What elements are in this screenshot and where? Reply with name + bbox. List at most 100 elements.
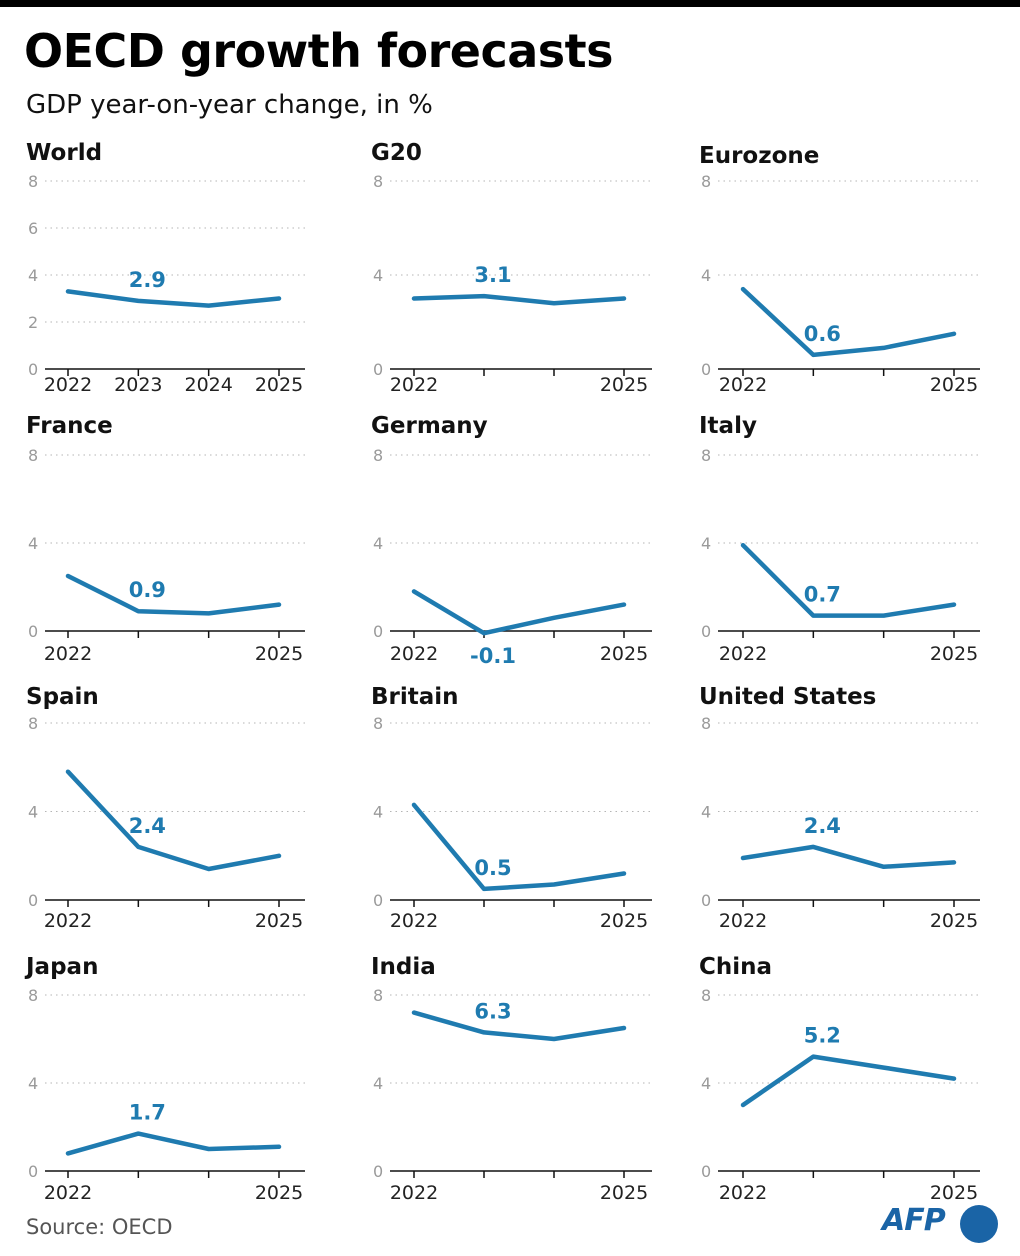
series-line [65,1131,282,1156]
panel-title: Japan [24,954,98,980]
y-tick-label: 0 [373,360,383,379]
x-tick-label: 2022 [719,374,767,396]
panel-title: Italy [699,413,757,439]
x-tick-label: 2025 [255,1182,303,1204]
x-tick-label: 2025 [930,374,978,396]
y-tick-label: 4 [701,534,711,553]
x-tick-label: 2022 [44,1182,92,1204]
x-tick-label: 2025 [930,910,978,932]
x-tick-label: 2022 [719,910,767,932]
y-tick-label: 0 [701,1162,711,1181]
y-tick-label: 4 [701,266,711,285]
y-tick-label: 4 [373,1074,383,1093]
y-tick-label: 0 [28,1162,38,1181]
x-tick-label: 2025 [930,1182,978,1204]
x-tick-label: 2024 [184,374,232,396]
series-line [65,289,282,308]
afp-logo-circle-icon [960,1205,998,1243]
afp-logo: AFP [880,1203,1000,1247]
y-tick-label: 2 [28,313,38,332]
x-tick-label: 2025 [930,643,978,665]
y-tick-label: 4 [373,266,383,285]
afp-logo-text: AFP [882,1203,946,1238]
page-subtitle: GDP year-on-year change, in % [26,90,433,120]
y-tick-label: 0 [373,622,383,641]
source-note: Source: OECD [26,1215,173,1239]
panel-title: United States [699,684,876,710]
x-tick-label: 2025 [255,643,303,665]
data-label: 0.9 [129,578,166,602]
x-tick-label: 2025 [255,910,303,932]
y-tick-label: 4 [28,1074,38,1093]
panel-title: France [26,413,113,439]
y-tick-label: 4 [28,534,38,553]
series-line [411,293,627,306]
y-tick-label: 8 [28,986,38,1005]
y-tick-label: 8 [373,986,383,1005]
series-line [411,589,627,636]
x-tick-label: 2025 [600,643,648,665]
y-tick-label: 0 [28,622,38,641]
series-line [411,1010,627,1042]
data-label: 5.2 [804,1024,841,1048]
page-title: OECD growth forecasts [24,24,614,78]
x-tick-label: 2022 [390,1182,438,1204]
series-line [740,844,957,870]
x-tick-label: 2025 [255,374,303,396]
y-tick-label: 8 [28,172,38,191]
top-rule [0,0,1020,7]
data-label: 0.6 [804,322,841,346]
y-tick-label: 6 [28,219,38,238]
panel-title: China [699,954,772,980]
x-tick-label: 2022 [719,643,767,665]
x-tick-label: 2025 [600,910,648,932]
y-tick-label: 0 [28,891,38,910]
data-label: 2.4 [804,814,841,838]
panel-title: Spain [26,684,99,710]
data-label: 2.9 [129,268,166,292]
panel-title: G20 [371,140,422,166]
y-tick-label: 8 [701,446,711,465]
y-tick-label: 8 [373,714,383,733]
y-tick-label: 8 [373,446,383,465]
x-tick-label: 2022 [44,910,92,932]
x-tick-label: 2022 [44,643,92,665]
x-tick-label: 2025 [600,374,648,396]
y-tick-label: 0 [373,1162,383,1181]
y-tick-label: 4 [701,1074,711,1093]
y-tick-label: 4 [28,803,38,822]
y-tick-label: 0 [701,360,711,379]
y-tick-label: 0 [701,622,711,641]
data-label: -0.1 [470,644,516,668]
y-tick-label: 8 [701,714,711,733]
panel-title: India [371,954,436,980]
y-tick-label: 4 [28,266,38,285]
series-line [65,573,282,616]
x-tick-label: 2025 [600,1182,648,1204]
x-tick-label: 2022 [390,374,438,396]
y-tick-label: 0 [701,891,711,910]
y-tick-label: 8 [373,172,383,191]
panel-title: World [26,140,102,166]
data-label: 0.7 [804,583,841,607]
x-tick-label: 2023 [114,374,162,396]
data-label: 1.7 [129,1101,166,1125]
data-label: 0.5 [474,856,511,880]
x-tick-label: 2022 [390,910,438,932]
x-tick-label: 2022 [44,374,92,396]
y-tick-label: 4 [701,803,711,822]
x-tick-label: 2022 [719,1182,767,1204]
y-tick-label: 4 [373,803,383,822]
data-label: 2.4 [129,814,166,838]
y-tick-label: 8 [28,446,38,465]
y-tick-label: 8 [701,172,711,191]
y-tick-label: 4 [373,534,383,553]
series-line [65,769,282,872]
series-line [740,542,957,618]
panel-title: Germany [371,413,488,439]
series-line [740,286,957,358]
data-label: 6.3 [474,999,511,1023]
series-line [740,1054,957,1108]
y-tick-label: 0 [28,360,38,379]
